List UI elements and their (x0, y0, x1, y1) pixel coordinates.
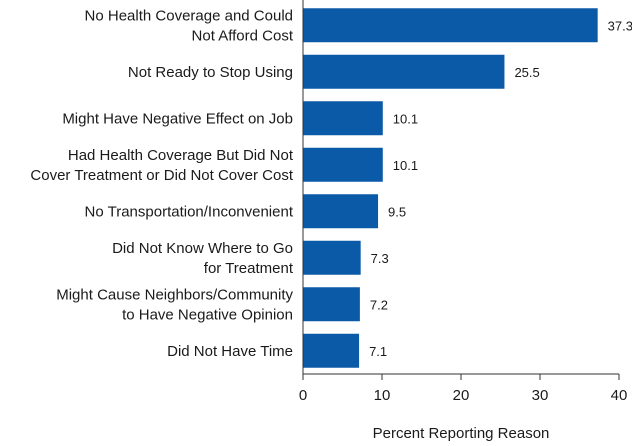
value-label-0: 37.3 (608, 18, 632, 33)
value-label-1: 25.5 (514, 65, 539, 80)
category-label-5: Did Not Know Where to Go for Treatment (112, 240, 294, 277)
x-tick-label-2: 20 (453, 387, 470, 404)
bar-1 (303, 54, 505, 89)
bar-4 (303, 194, 379, 229)
category-label-line: for Treatment (204, 260, 294, 277)
x-tick-label-0: 0 (299, 387, 307, 404)
category-label-line: Cover Treatment or Did Not Cover Cost (30, 167, 293, 184)
category-label-line: No Transportation/Inconvenient (85, 203, 294, 220)
value-labels: 37.3 25.5 10.1 10.1 9.5 7.3 7.2 7.1 (369, 18, 632, 359)
category-label-line: Had Health Coverage But Did Not (68, 147, 294, 164)
category-label-line: Did Not Know Where to Go (112, 240, 293, 257)
category-label-4: No Transportation/Inconvenient (85, 203, 294, 220)
bar-3 (303, 147, 383, 182)
category-label-line: Not Ready to Stop Using (128, 64, 293, 81)
bar-0 (303, 8, 598, 43)
bar-5 (303, 240, 361, 275)
value-label-6: 7.2 (370, 297, 388, 312)
category-label-line: Not Afford Cost (192, 27, 294, 44)
bar-7 (303, 333, 360, 368)
category-label-1: Not Ready to Stop Using (128, 64, 293, 81)
x-axis-title: Percent Reporting Reason (373, 425, 550, 442)
x-tick-label-3: 30 (532, 387, 549, 404)
category-label-7: Did Not Have Time (167, 343, 293, 360)
value-label-7: 7.1 (369, 344, 387, 359)
x-tick-label-1: 10 (374, 387, 391, 404)
category-label-3: Had Health Coverage But Did Not Cover Tre… (30, 147, 293, 184)
x-tick-label-4: 40 (611, 387, 628, 404)
category-label-line: Might Cause Neighbors/Community (56, 286, 293, 303)
category-label-2: Might Have Negative Effect on Job (62, 110, 293, 127)
value-label-5: 7.3 (371, 251, 389, 266)
category-label-0: No Health Coverage and Could Not Afford C… (85, 7, 294, 44)
category-label-line: Might Have Negative Effect on Job (62, 110, 293, 127)
category-labels: No Health Coverage and Could Not Afford C… (30, 7, 293, 360)
axes-group: 0 10 20 30 40 (299, 0, 628, 404)
category-label-line: Did Not Have Time (167, 343, 293, 360)
category-label-6: Might Cause Neighbors/Community to Have N… (56, 286, 293, 323)
bar-6 (303, 287, 360, 322)
value-label-3: 10.1 (393, 158, 418, 173)
category-label-line: to Have Negative Opinion (122, 306, 293, 323)
bar-2 (303, 101, 383, 136)
value-label-4: 9.5 (388, 204, 406, 219)
category-label-line: No Health Coverage and Could (85, 7, 293, 24)
value-label-2: 10.1 (393, 111, 418, 126)
bars-group (303, 8, 598, 368)
